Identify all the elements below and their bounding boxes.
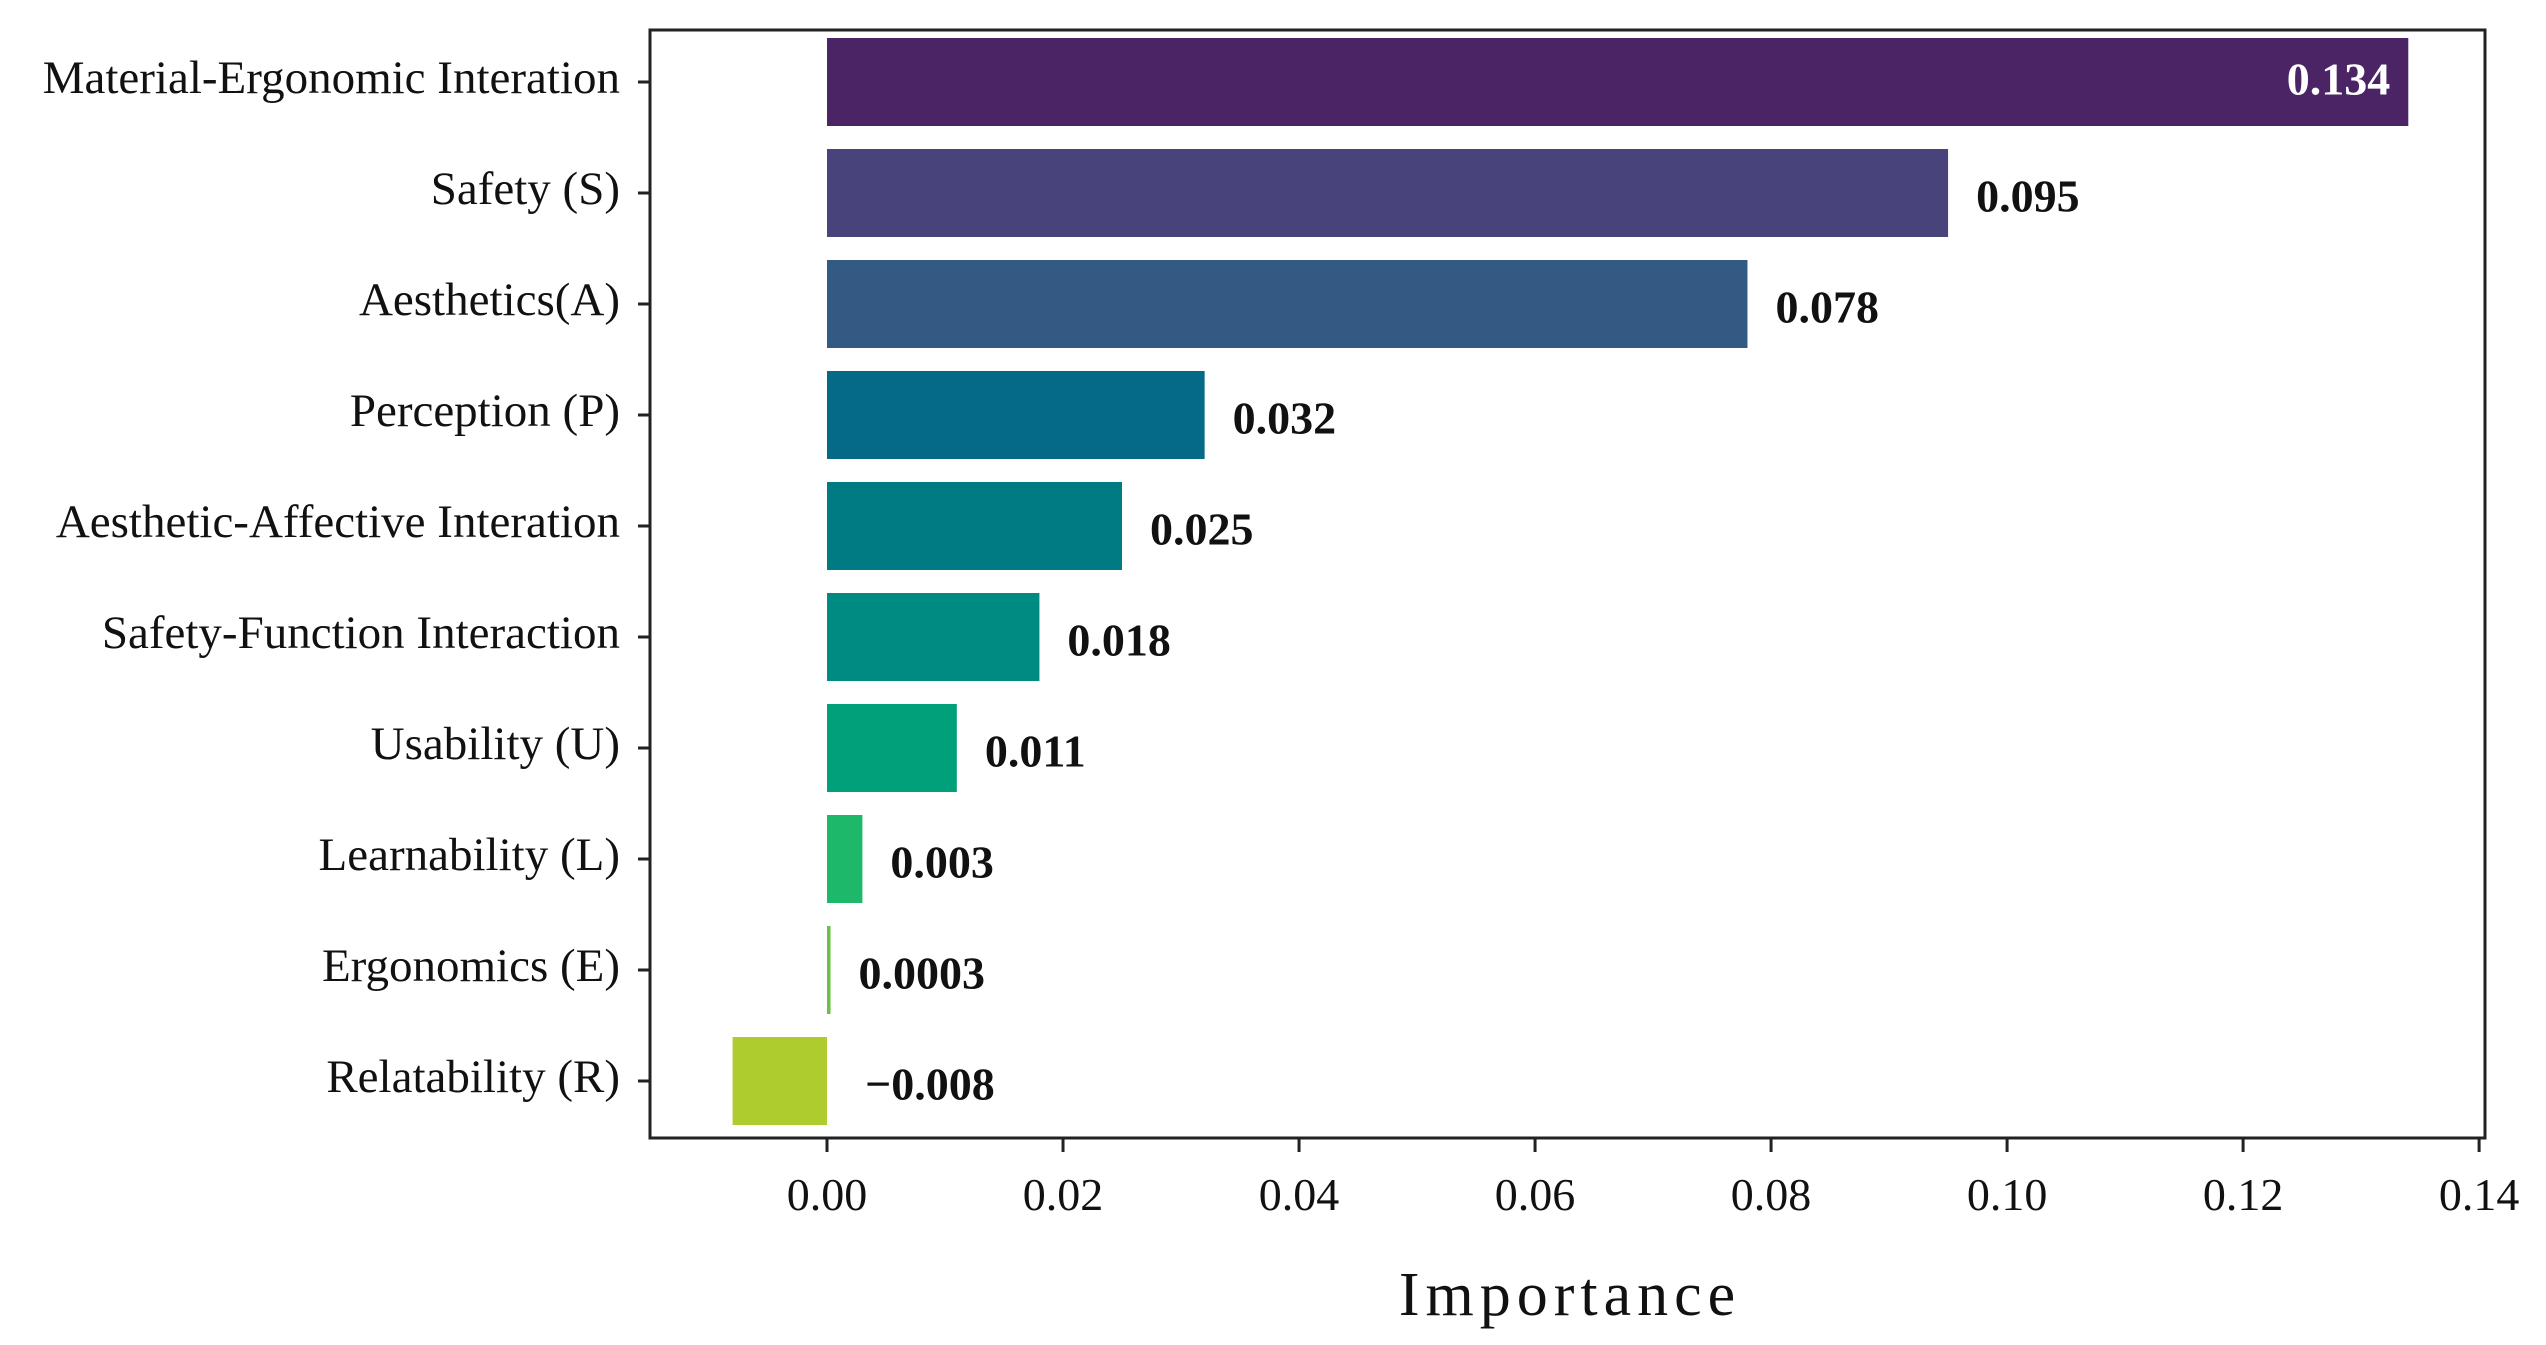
bars-layer: 0.134 0.095 0.078 0.032 0.025 0.018 0.011 0.003… (732, 38, 2409, 1125)
value-label-0: 0.134 (2287, 54, 2391, 105)
category-label-0: Material-Ergonomic Interation (43, 52, 620, 104)
bar-7 (827, 815, 863, 903)
bar-0 (827, 38, 2409, 126)
category-label-1: Safety (S) (431, 163, 620, 215)
value-label-2: 0.078 (1775, 282, 1879, 333)
category-label-6: Usability (U) (371, 718, 620, 770)
x-axis-title: Importance (1399, 1261, 1741, 1329)
category-label-2: Aesthetics(A) (359, 274, 620, 326)
x-tick-label-2: 0.04 (1259, 1169, 1340, 1220)
bar-4 (827, 482, 1123, 570)
x-tick-label-3: 0.06 (1495, 1169, 1576, 1220)
bar-8 (827, 926, 831, 1014)
category-label-9: Relatability (R) (326, 1051, 620, 1103)
value-label-5: 0.018 (1067, 615, 1171, 666)
value-label-8: 0.0003 (859, 948, 986, 999)
x-tick-label-0: 0.00 (787, 1169, 868, 1220)
value-label-1: 0.095 (1976, 171, 2080, 222)
bar-6 (827, 704, 957, 792)
value-label-4: 0.025 (1150, 504, 1254, 555)
plot-frame (648, 28, 2487, 1140)
value-label-6: 0.011 (985, 726, 1086, 777)
bar-1 (827, 149, 1949, 237)
value-label-7: 0.003 (890, 837, 994, 888)
bar-5 (827, 593, 1040, 681)
bar-3 (827, 371, 1205, 459)
x-tick-label-4: 0.08 (1731, 1169, 1812, 1220)
value-label-9: −0.008 (865, 1059, 995, 1110)
x-axis-ticks: 0.00 0.02 0.04 0.06 0.08 0.10 0.12 0.14 (787, 1138, 2520, 1220)
x-tick-label-1: 0.02 (1023, 1169, 1104, 1220)
category-label-5: Safety-Function Interaction (102, 607, 620, 659)
category-label-3: Perception (P) (350, 385, 620, 437)
y-axis-categories: Material-Ergonomic Interation Safety (S) A… (43, 52, 650, 1103)
x-tick-label-5: 0.10 (1967, 1169, 2048, 1220)
category-label-4: Aesthetic-Affective Interation (56, 496, 620, 548)
value-label-3: 0.032 (1233, 393, 1337, 444)
x-tick-label-7: 0.14 (2439, 1169, 2520, 1220)
category-label-7: Learnability (L) (319, 829, 620, 881)
bar-2 (827, 260, 1748, 348)
category-label-8: Ergonomics (E) (322, 940, 620, 992)
x-tick-label-6: 0.12 (2203, 1169, 2284, 1220)
bar-9 (732, 1037, 828, 1125)
